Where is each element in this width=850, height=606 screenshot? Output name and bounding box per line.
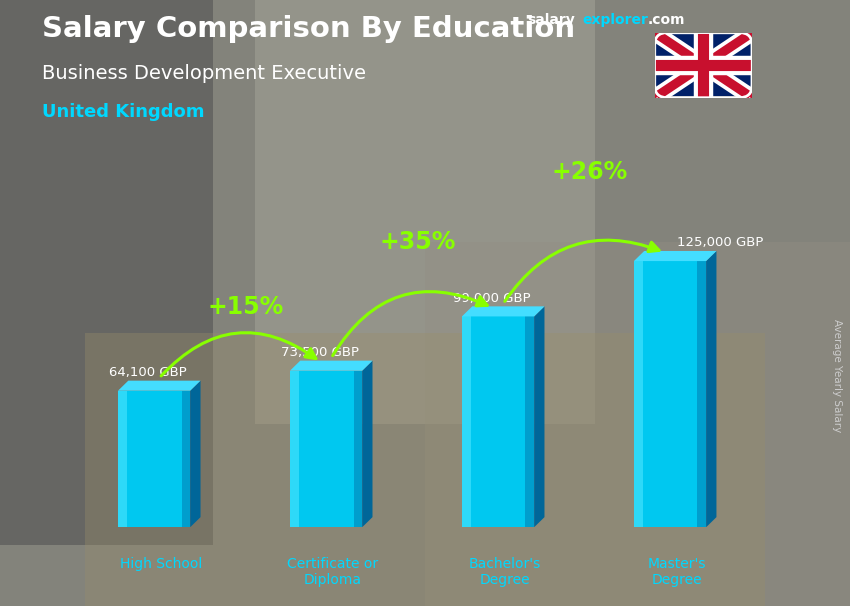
Bar bbox=[118, 391, 127, 527]
Bar bbox=[118, 391, 190, 527]
Polygon shape bbox=[362, 361, 372, 527]
Text: High School: High School bbox=[120, 557, 202, 571]
Bar bbox=[0, 0, 212, 545]
Bar bbox=[525, 316, 534, 527]
Text: 64,100 GBP: 64,100 GBP bbox=[110, 366, 187, 379]
Bar bbox=[462, 316, 471, 527]
Text: +26%: +26% bbox=[551, 159, 627, 184]
Text: +15%: +15% bbox=[207, 295, 283, 319]
Text: Business Development Executive: Business Development Executive bbox=[42, 64, 366, 82]
Polygon shape bbox=[118, 381, 201, 391]
Bar bbox=[255, 0, 595, 424]
Text: 125,000 GBP: 125,000 GBP bbox=[677, 236, 763, 249]
Text: Salary Comparison By Education: Salary Comparison By Education bbox=[42, 15, 575, 43]
Text: United Kingdom: United Kingdom bbox=[42, 103, 205, 121]
Polygon shape bbox=[190, 381, 201, 527]
Polygon shape bbox=[462, 307, 545, 316]
Bar bbox=[182, 391, 190, 527]
Text: salary: salary bbox=[527, 13, 575, 27]
Text: 73,500 GBP: 73,500 GBP bbox=[281, 346, 360, 359]
Text: Master's
Degree: Master's Degree bbox=[648, 557, 706, 587]
Bar bbox=[354, 371, 362, 527]
Text: Bachelor's
Degree: Bachelor's Degree bbox=[469, 557, 541, 587]
Bar bbox=[85, 333, 765, 606]
Bar bbox=[290, 371, 362, 527]
Bar bbox=[698, 261, 706, 527]
Text: Average Yearly Salary: Average Yearly Salary bbox=[832, 319, 842, 432]
FancyBboxPatch shape bbox=[656, 34, 751, 96]
Bar bbox=[425, 242, 850, 606]
Text: explorer: explorer bbox=[582, 13, 648, 27]
Bar bbox=[634, 261, 643, 527]
Polygon shape bbox=[534, 307, 545, 527]
Bar bbox=[290, 371, 298, 527]
Bar bbox=[462, 316, 534, 527]
Text: 99,000 GBP: 99,000 GBP bbox=[453, 291, 531, 305]
Text: .com: .com bbox=[648, 13, 685, 27]
Polygon shape bbox=[706, 251, 717, 527]
Polygon shape bbox=[634, 251, 717, 261]
Polygon shape bbox=[290, 361, 372, 371]
Text: Certificate or
Diploma: Certificate or Diploma bbox=[287, 557, 378, 587]
Text: +35%: +35% bbox=[379, 230, 456, 254]
Bar bbox=[634, 261, 706, 527]
